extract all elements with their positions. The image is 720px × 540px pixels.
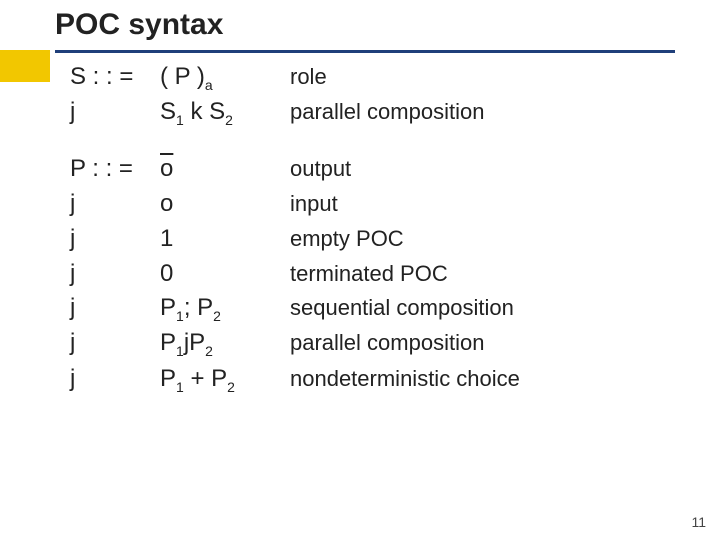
grammar-desc: output [290, 153, 351, 185]
grammar-lhs: S : : = [70, 60, 160, 95]
grammar-row: j o input [70, 187, 520, 222]
grammar-row: P : : = o output [70, 152, 520, 187]
grammar-rhs: 0 [160, 257, 290, 292]
grammar-desc: terminated POC [290, 258, 448, 290]
grammar-row: j S1 k S2 parallel composition [70, 95, 520, 130]
grammar-lhs: j [70, 362, 160, 397]
page-title: POC syntax [55, 8, 223, 42]
grammar-rhs: 1 [160, 222, 290, 257]
grammar-definition: S : : = ( P )a role j S1 k S2 parallel c… [70, 60, 520, 397]
grammar-desc: input [290, 188, 338, 220]
grammar-row: j P1; P2 sequential composition [70, 291, 520, 326]
grammar-desc: empty POC [290, 223, 404, 255]
grammar-row: S : : = ( P )a role [70, 60, 520, 95]
grammar-lhs: j [70, 257, 160, 292]
page-number: 11 [691, 514, 706, 530]
grammar-desc: parallel composition [290, 96, 484, 128]
grammar-rhs: P1 + P2 [160, 362, 290, 397]
grammar-rhs: P1jP2 [160, 326, 290, 361]
grammar-desc: role [290, 61, 327, 93]
grammar-rhs: S1 k S2 [160, 95, 290, 130]
grammar-rhs: ( P )a [160, 60, 290, 95]
grammar-rhs: P1; P2 [160, 291, 290, 326]
grammar-row: j P1jP2 parallel composition [70, 326, 520, 361]
block-spacer [70, 130, 520, 152]
grammar-row: j 0 terminated POC [70, 257, 520, 292]
grammar-lhs: j [70, 187, 160, 222]
grammar-row: j 1 empty POC [70, 222, 520, 257]
grammar-lhs: j [70, 95, 160, 130]
title-rule [55, 50, 675, 53]
grammar-desc: parallel composition [290, 327, 484, 359]
accent-block [0, 50, 50, 82]
grammar-lhs: j [70, 222, 160, 257]
grammar-desc: nondeterministic choice [290, 363, 520, 395]
grammar-row: j P1 + P2 nondeterministic choice [70, 362, 520, 397]
grammar-lhs: j [70, 291, 160, 326]
grammar-desc: sequential composition [290, 292, 514, 324]
grammar-rhs: o [160, 187, 290, 222]
grammar-rhs: o [160, 152, 290, 187]
grammar-lhs: P : : = [70, 152, 160, 187]
grammar-lhs: j [70, 326, 160, 361]
